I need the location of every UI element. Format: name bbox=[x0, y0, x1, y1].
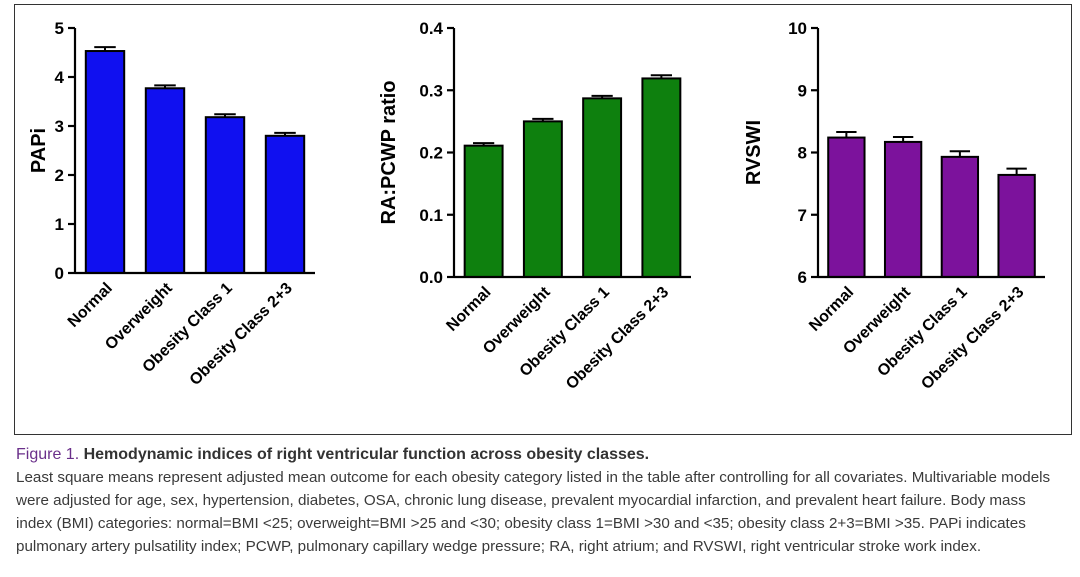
chart2-category-label-4: Obesity Class 2+3 bbox=[563, 284, 672, 393]
chart2-bar-3 bbox=[582, 97, 623, 278]
chart1-ytick-label-1: 0 bbox=[55, 264, 64, 283]
chart2-y-axis-label: RA:PCWP ratio bbox=[378, 80, 400, 224]
caption-title: Figure 1. Hemodynamic indices of right v… bbox=[16, 443, 1066, 466]
caption-heading: Hemodynamic indices of right ventricular… bbox=[83, 446, 650, 463]
chart1-ytick-label-4: 3 bbox=[55, 117, 64, 136]
chart2-bar-2 bbox=[522, 120, 563, 278]
chart3-category-label-4: Obesity Class 2+3 bbox=[918, 284, 1027, 393]
chart3-ytick-label-5: 10 bbox=[788, 19, 807, 38]
chart3-ytick-label-2: 7 bbox=[798, 206, 807, 225]
chart1-bar-1 bbox=[84, 50, 126, 274]
chart2-bar-4 bbox=[641, 77, 682, 278]
chart2-category-label-1: Normal bbox=[443, 284, 494, 335]
chart1-bar-2 bbox=[144, 87, 186, 274]
chart1-category-label-4: Obesity Class 2+3 bbox=[187, 280, 296, 389]
chart3-bar-3 bbox=[940, 155, 980, 278]
chart3-category-label-1: Normal bbox=[806, 284, 857, 335]
chart2-ytick-label-2: 0.1 bbox=[419, 206, 443, 225]
caption-body: Least square means represent adjusted me… bbox=[16, 469, 1051, 555]
chart3-bar-1 bbox=[827, 136, 866, 278]
figure-caption: Figure 1. Hemodynamic indices of right v… bbox=[16, 443, 1066, 558]
chart2-bar-1 bbox=[463, 144, 504, 278]
chart1-ytick-label-3: 2 bbox=[55, 166, 64, 185]
chart3-ytick-label-3: 8 bbox=[798, 144, 807, 163]
chart3-ytick-label-4: 9 bbox=[798, 81, 807, 100]
chart2-ytick-label-3: 0.2 bbox=[419, 144, 443, 163]
chart1-category-label-1: Normal bbox=[65, 280, 116, 331]
chart3-bar-4 bbox=[997, 173, 1036, 278]
caption-label: Figure 1. bbox=[16, 446, 80, 463]
chart1-ytick-label-5: 4 bbox=[55, 68, 65, 87]
chart1-ytick-label-6: 5 bbox=[55, 19, 64, 38]
chart3-y-axis-label: RVSWI bbox=[743, 120, 765, 185]
chart1-y-axis-label: PAPi bbox=[28, 128, 50, 173]
chart2-ytick-label-1: 0.0 bbox=[419, 268, 443, 287]
chart2-ytick-label-5: 0.4 bbox=[419, 19, 443, 38]
chart3-bar-2 bbox=[883, 140, 923, 278]
chart1-bar-3 bbox=[204, 116, 246, 275]
chart3-ytick-label-1: 6 bbox=[798, 268, 807, 287]
chart1-bar-4 bbox=[264, 134, 306, 274]
figure-panel: Normal Overweight Obesity Class 1 Obesity C… bbox=[14, 4, 1072, 435]
chart2-ytick-label-4: 0.3 bbox=[419, 81, 443, 100]
chart1-ytick-label-2: 1 bbox=[55, 215, 64, 234]
